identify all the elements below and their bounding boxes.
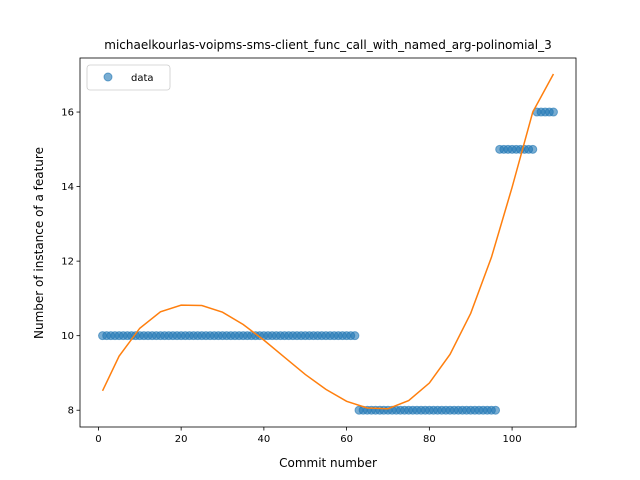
y-tick-label: 14	[61, 182, 74, 193]
y-axis-label: Number of instance of a feature	[32, 147, 46, 339]
data-point	[528, 144, 538, 154]
x-tick-label: 100	[503, 434, 522, 445]
legend-box	[86, 64, 171, 91]
axes-frame	[79, 57, 577, 428]
chart-title: michaelkourlas-voipms-sms-client_func_ca…	[104, 38, 552, 52]
legend-label: data	[131, 73, 154, 84]
y-tick-label: 12	[61, 257, 74, 268]
data-point	[350, 331, 360, 341]
y-tick-label: 16	[61, 108, 74, 119]
x-axis-ticks: 0 20 40 60 80 100	[95, 427, 522, 445]
legend: data	[86, 64, 171, 91]
data-point	[491, 405, 501, 415]
x-axis-label: Commit number	[279, 456, 377, 470]
y-tick-label: 8	[68, 406, 74, 417]
y-axis-ticks: 8 10 12 14 16	[61, 108, 80, 417]
x-tick-label: 40	[258, 434, 271, 445]
x-tick-label: 80	[423, 434, 436, 445]
y-tick-label: 10	[61, 331, 74, 342]
fit-curve	[101, 73, 555, 410]
legend-marker	[103, 72, 113, 82]
x-tick-label: 0	[95, 434, 101, 445]
x-tick-label: 20	[175, 434, 188, 445]
x-tick-label: 60	[340, 434, 353, 445]
plot-area	[79, 57, 577, 428]
data-point	[548, 107, 558, 117]
